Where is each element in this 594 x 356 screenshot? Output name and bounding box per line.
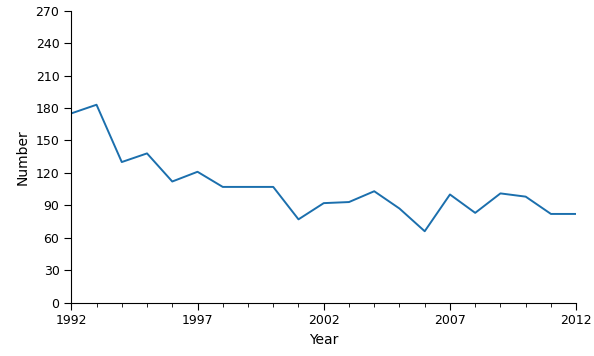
Y-axis label: Number: Number [16, 129, 30, 184]
X-axis label: Year: Year [309, 333, 339, 347]
